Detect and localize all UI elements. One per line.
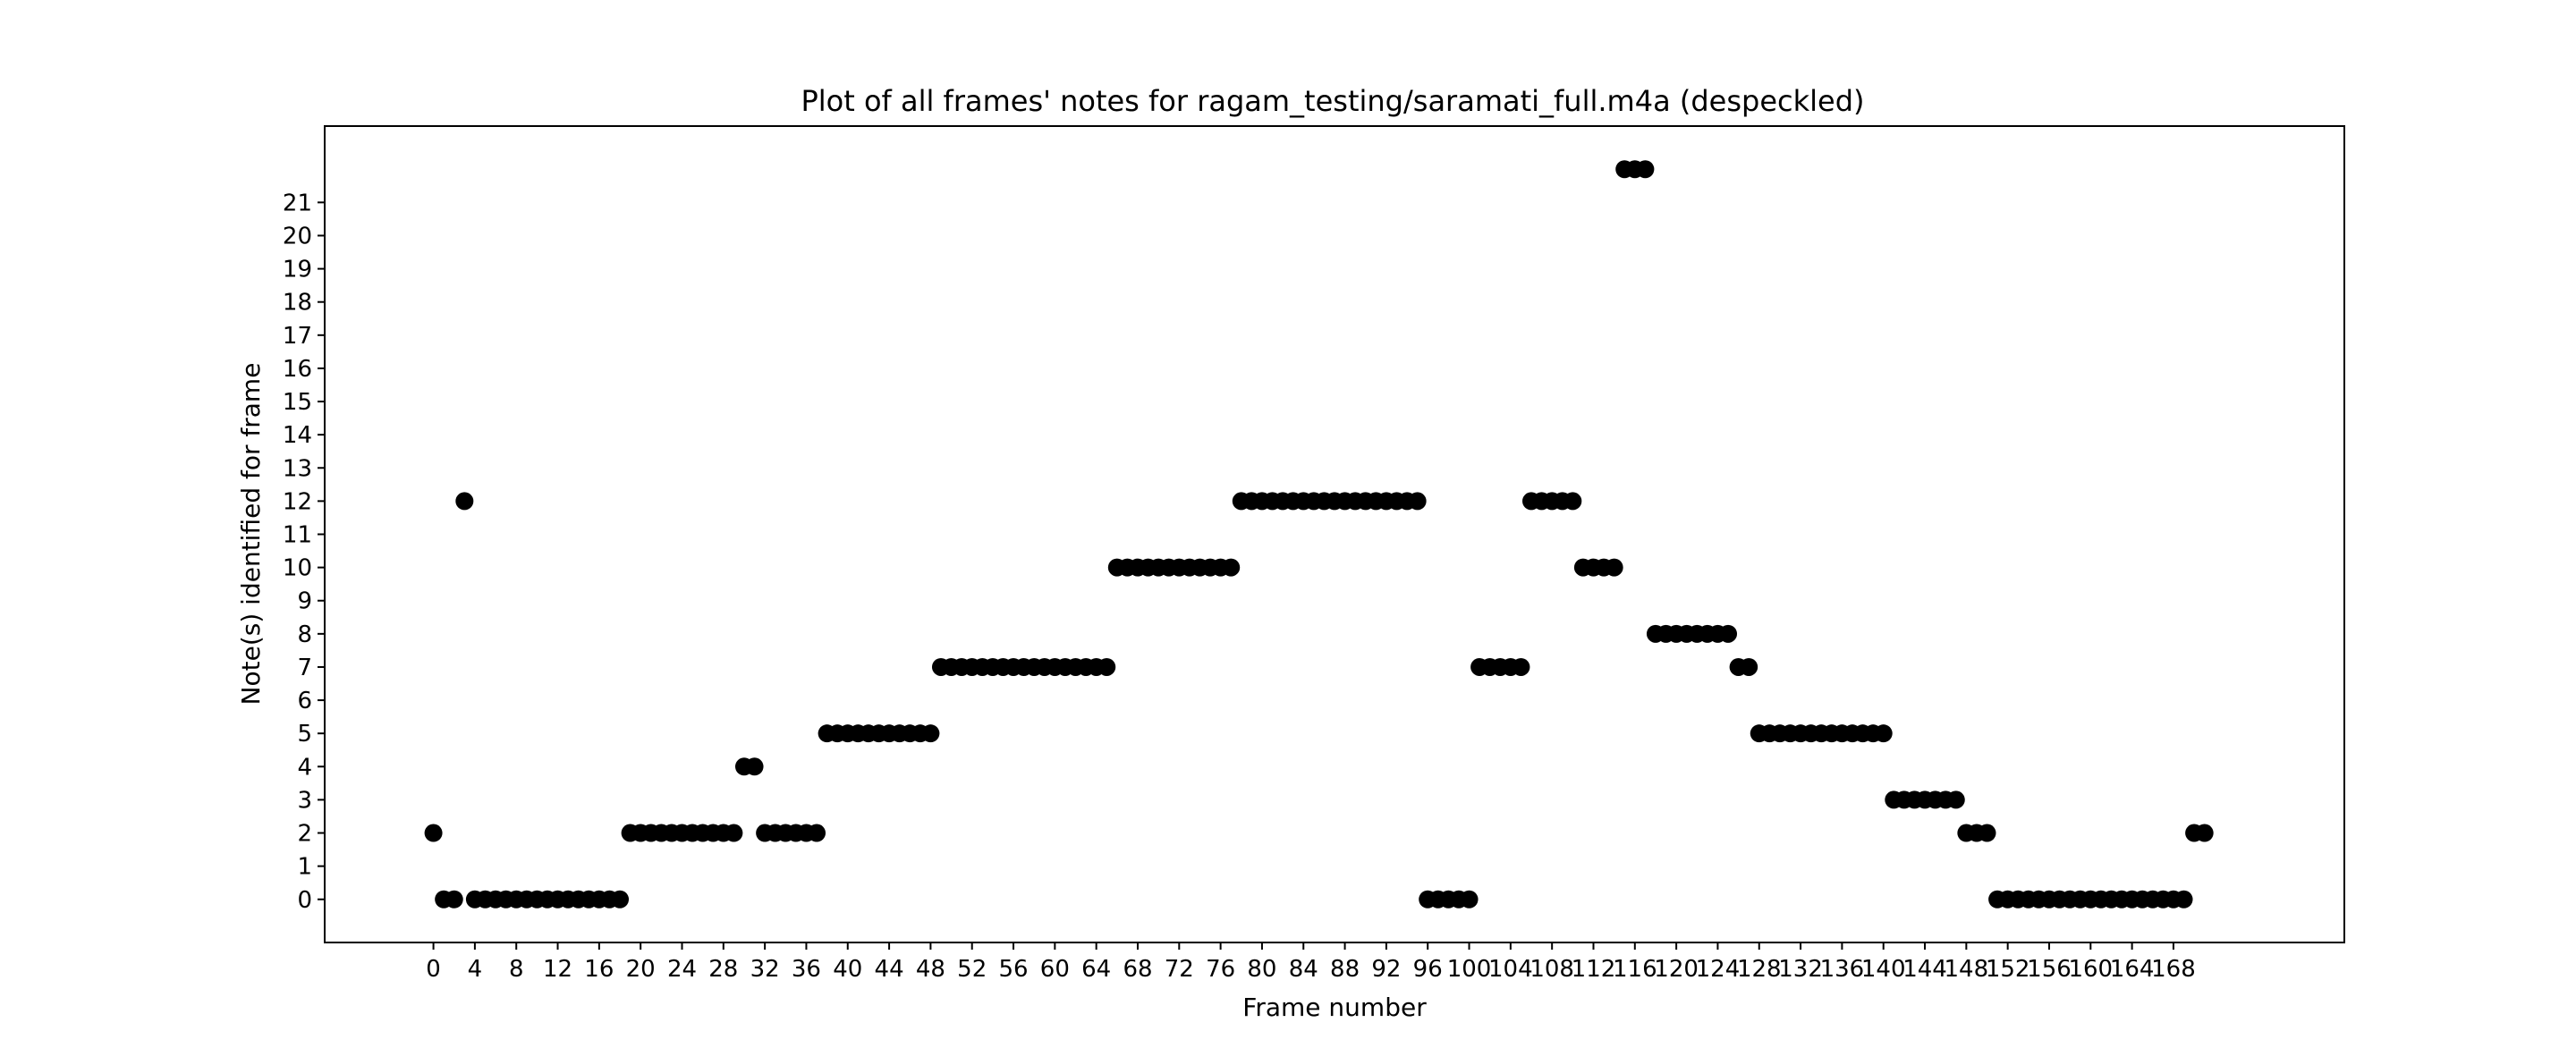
x-tick-label: 92 [1371,956,1401,983]
x-tick-label: 48 [916,956,945,983]
x-tick-label: 100 [1447,956,1492,983]
y-tick-label: 0 [297,887,312,914]
x-tick-label: 80 [1247,956,1276,983]
x-tick-label: 132 [1778,956,1823,983]
data-point [445,890,463,909]
data-point [611,890,630,909]
x-tick-label: 60 [1040,956,1070,983]
data-point [1408,492,1427,511]
x-tick-label: 32 [750,956,780,983]
x-tick-label: 28 [708,956,738,983]
x-tick-label: 84 [1289,956,1318,983]
y-tick-label: 3 [297,787,312,814]
y-tick-label: 7 [297,655,312,681]
plot-area-frame [324,125,2345,943]
y-tick-label: 10 [283,555,312,582]
y-tick-label: 11 [283,522,312,549]
x-tick-label: 56 [998,956,1028,983]
data-points [424,160,2214,909]
x-tick-label: 72 [1165,956,1194,983]
x-tick-label: 168 [2151,956,2196,983]
data-point [1978,824,1996,842]
x-tick-label: 68 [1123,956,1152,983]
x-tick-label: 152 [1986,956,2030,983]
x-tick-label: 40 [833,956,862,983]
data-point [1719,624,1738,643]
data-point [1605,558,1623,577]
x-tick-label: 112 [1572,956,1616,983]
data-point [2174,890,2193,909]
data-point [808,824,826,842]
y-tick-label: 18 [283,290,312,317]
x-tick-label: 140 [1861,956,1906,983]
y-tick-label: 13 [283,455,312,482]
y-axis-label: Note(s) identified for frame [236,363,266,706]
y-tick-label: 20 [283,223,312,249]
y-tick-label: 1 [297,854,312,881]
data-point [2195,824,2214,842]
x-tick-label: 96 [1413,956,1443,983]
x-tick-label: 0 [426,956,441,983]
x-axis-label: Frame number [1242,993,1427,1022]
x-tick-label: 136 [1820,956,1865,983]
y-tick-label: 4 [297,754,312,781]
x-tick-label: 128 [1737,956,1782,983]
x-tick-label: 156 [2027,956,2072,983]
data-point [1740,657,1758,676]
x-tick-label: 160 [2068,956,2113,983]
x-tick-label: 116 [1613,956,1657,983]
data-point [1636,160,1655,179]
x-tick-label: 4 [468,956,483,983]
x-tick-label: 164 [2110,956,2155,983]
data-point [724,824,743,842]
y-tick-label: 8 [297,621,312,648]
y-tick-label: 15 [283,389,312,416]
y-tick-label: 21 [283,190,312,216]
x-tick-label: 20 [626,956,656,983]
data-point [745,757,764,776]
x-axis: 0 4 8 12 16 20 24 28 32 36 40 44 48 52 56 60 64 68 72 76 80 8… [426,942,2196,983]
x-tick-label: 44 [875,956,904,983]
x-tick-label: 16 [584,956,614,983]
x-tick-label: 52 [957,956,987,983]
chart-title: Plot of all frames' notes for ragam_test… [801,84,1864,118]
x-tick-label: 36 [792,956,821,983]
y-tick-label: 2 [297,821,312,848]
y-tick-label: 6 [297,688,312,714]
data-point [1874,724,1893,743]
data-point [1512,657,1530,676]
y-tick-label: 17 [283,323,312,350]
data-point [455,492,474,511]
x-tick-label: 88 [1330,956,1360,983]
data-point [1946,790,1965,809]
x-tick-label: 8 [509,956,524,983]
x-tick-label: 12 [543,956,572,983]
data-point [424,824,443,842]
x-tick-label: 108 [1530,956,1574,983]
data-point [1097,657,1116,676]
data-point [1222,558,1241,577]
y-tick-label: 19 [283,257,312,283]
y-tick-label: 9 [297,588,312,615]
x-tick-label: 24 [667,956,697,983]
x-tick-label: 148 [1945,956,1989,983]
data-point [921,724,940,743]
y-tick-label: 16 [283,356,312,383]
x-tick-label: 104 [1488,956,1533,983]
x-tick-label: 76 [1206,956,1235,983]
y-tick-label: 5 [297,721,312,748]
x-tick-label: 120 [1654,956,1699,983]
x-tick-label: 124 [1696,956,1741,983]
y-tick-label: 14 [283,422,312,449]
data-point [1563,492,1582,511]
y-tick-label: 12 [283,488,312,515]
data-point [1460,890,1479,909]
x-tick-label: 64 [1081,956,1111,983]
x-tick-label: 144 [1902,956,1947,983]
